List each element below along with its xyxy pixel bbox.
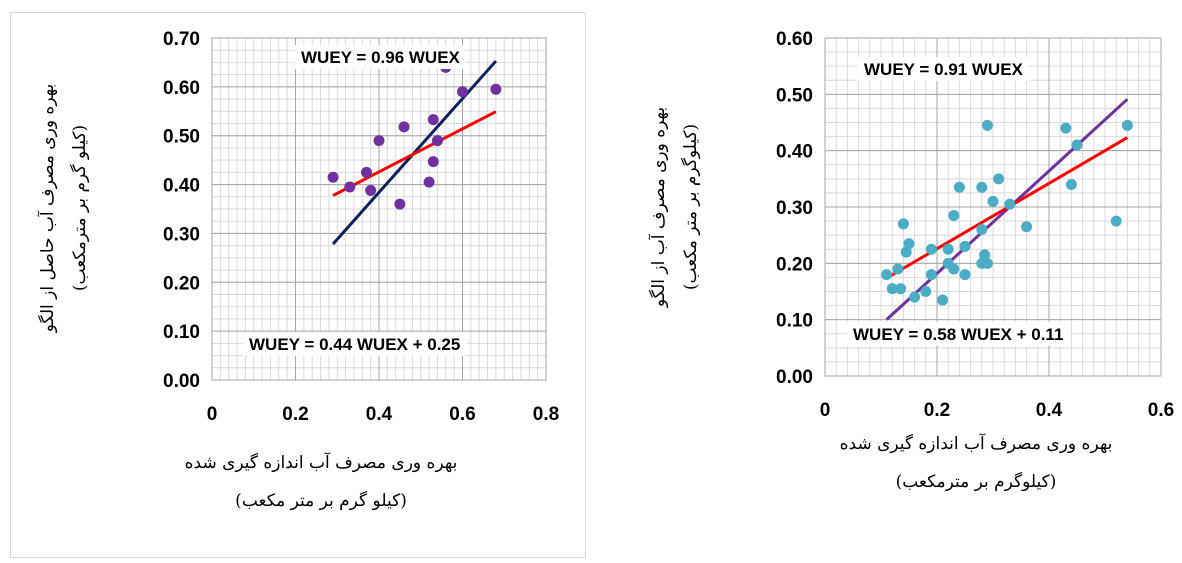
y-tick-label: 0.60 xyxy=(776,29,813,50)
data-point xyxy=(427,114,439,126)
data-point xyxy=(1065,178,1077,190)
data-point xyxy=(903,238,915,250)
y-tick-label: 0.10 xyxy=(163,322,200,343)
left-chart-panel: 0.00 0.10 0.20 0.30 0.40 0.50 0.60 0.70 0 0.2 0.4 0… xyxy=(10,12,586,558)
equation-background xyxy=(295,45,466,69)
x-axis-label-line-2: (کیلو گرم بر متر مکعب) xyxy=(235,491,407,511)
equation-background xyxy=(243,332,467,356)
y-tick-label: 0.10 xyxy=(776,311,813,332)
regression-equation: WUEY = 0.44 WUEX + 0.25 xyxy=(249,335,460,354)
data-point xyxy=(976,181,988,193)
y-tick-label: 0.00 xyxy=(163,371,200,392)
y-tick-label: 0.20 xyxy=(776,254,813,275)
data-point xyxy=(987,195,999,207)
y-tick-label: 0.30 xyxy=(163,224,200,245)
data-point xyxy=(431,135,443,147)
regression-equation: WUEY = 0.91 WUEX xyxy=(864,60,1024,79)
data-point xyxy=(886,283,898,295)
right-scatter-chart: 0.00 0.10 0.20 0.30 0.40 0.50 0.60 0 0.2 0.4 0.6 WU… xyxy=(647,29,1174,421)
data-point xyxy=(373,135,385,147)
data-point xyxy=(360,166,372,178)
x-tick-label: 0 xyxy=(820,400,831,421)
x-tick-label: 0 xyxy=(207,404,218,425)
data-point xyxy=(1121,119,1133,131)
data-point xyxy=(398,121,410,133)
data-point xyxy=(920,286,932,297)
regression-equation: WUEY = 0.96 WUEX xyxy=(301,48,461,67)
data-point xyxy=(981,119,993,131)
linear-fit-line xyxy=(332,110,497,197)
data-point xyxy=(344,181,356,193)
y-tick-label: 0.50 xyxy=(776,85,813,106)
data-point xyxy=(948,209,960,221)
data-point xyxy=(1021,221,1033,233)
y-axis-label-line: (کیلو گرم بر مترمکعب) xyxy=(69,125,90,291)
data-point xyxy=(942,243,954,255)
data-point xyxy=(959,240,971,252)
y-tick-label: 0.40 xyxy=(776,142,813,163)
data-point xyxy=(909,291,921,303)
data-point xyxy=(1071,139,1083,151)
data-point xyxy=(892,263,904,275)
right-chart-panel: 0.00 0.10 0.20 0.30 0.40 0.50 0.60 0 0.2 0.4 0.6 WU… xyxy=(616,12,1182,558)
data-point xyxy=(925,243,937,255)
y-axis-label-line: (کیلوگرم بر متر مکعب) xyxy=(680,124,701,290)
data-point xyxy=(881,269,893,281)
data-point xyxy=(900,246,912,258)
data-point xyxy=(1110,215,1122,227)
data-point xyxy=(895,283,907,295)
data-point xyxy=(937,294,949,306)
data-point xyxy=(394,198,406,210)
y-axis-label-line: بهره وری مصرف آب از الگو xyxy=(647,107,669,308)
data-point xyxy=(423,176,435,188)
y-tick-label: 0.20 xyxy=(163,273,200,294)
x-tick-label: 0.4 xyxy=(366,404,393,425)
x-tick-label: 0.6 xyxy=(1148,400,1174,421)
y-axis-label-line: بهره وری مصرف آب حاصل از الگو xyxy=(36,84,58,334)
y-tick-label: 0.40 xyxy=(163,176,200,197)
regression-equation: WUEY = 0.58 WUEX + 0.11 xyxy=(853,325,1063,344)
data-point xyxy=(953,181,965,193)
data-point xyxy=(959,269,971,281)
x-axis-label-line-1: بهره وری مصرف آب اندازه گیری شده xyxy=(184,453,458,473)
data-point xyxy=(981,257,993,269)
x-tick-label: 0.8 xyxy=(533,404,559,425)
data-point xyxy=(457,86,468,98)
data-point xyxy=(1060,122,1072,134)
y-tick-label: 0.00 xyxy=(776,367,813,388)
x-tick-label: 0.2 xyxy=(282,404,308,425)
data-point xyxy=(897,218,909,230)
data-point xyxy=(427,156,439,168)
x-tick-label: 0.4 xyxy=(1036,400,1063,421)
x-axis-label-line-2: (کیلوگرم بر مترمکعب) xyxy=(895,472,1057,492)
x-tick-label: 0.6 xyxy=(449,404,475,425)
left-scatter-chart: 0.00 0.10 0.20 0.30 0.40 0.50 0.60 0.70 0 0.2 0.4 0… xyxy=(36,29,559,425)
y-tick-label: 0.50 xyxy=(163,127,200,148)
y-axis-label: بهره وری مصرف آب حاصل از الگو (کیلو گرم ب… xyxy=(36,84,90,334)
data-point xyxy=(490,83,502,95)
data-point xyxy=(1004,198,1016,210)
data-point xyxy=(993,173,1005,185)
data-point xyxy=(365,184,377,196)
x-axis-label: بهره وری مصرف آب اندازه گیری شده (کیلوگر… xyxy=(776,430,1176,496)
equation-background xyxy=(858,57,1029,81)
y-tick-label: 0.60 xyxy=(163,78,200,99)
equation-background xyxy=(847,322,1070,346)
data-point xyxy=(976,224,988,236)
x-axis-label: بهره وری مصرف آب اندازه گیری شده (کیلو گ… xyxy=(131,449,511,515)
y-tick-label: 0.30 xyxy=(776,198,813,219)
data-point xyxy=(979,249,991,261)
x-axis-label-line-1: بهره وری مصرف آب اندازه گیری شده xyxy=(839,434,1113,454)
data-point xyxy=(327,171,339,183)
data-point xyxy=(948,263,960,275)
y-tick-label: 0.70 xyxy=(163,29,200,50)
x-tick-label: 0.2 xyxy=(924,400,950,421)
y-axis-label: بهره وری مصرف آب از الگو (کیلوگرم بر متر … xyxy=(647,107,701,308)
data-point xyxy=(925,269,937,281)
